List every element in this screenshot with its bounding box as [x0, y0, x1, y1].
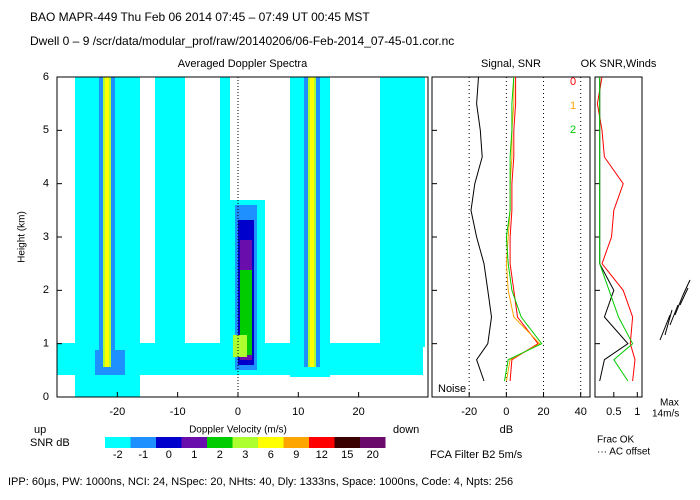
colorbar-tick-label: 9	[293, 449, 299, 461]
x-axis-label: dB	[500, 424, 513, 436]
colorbar-swatch	[181, 437, 207, 448]
colorbar-tick-label: 12	[316, 449, 328, 461]
colorbar-swatch	[156, 437, 182, 448]
x-tick-label: 0	[503, 406, 509, 418]
plot-frame	[431, 76, 591, 398]
profile-line	[504, 76, 543, 382]
profile-line	[599, 77, 634, 382]
colorbar-swatch	[334, 437, 360, 448]
x-axis-label: Doppler Velocity (m/s)	[189, 425, 287, 436]
y-tick-label: 5	[43, 124, 49, 136]
y-tick-label: 1	[43, 338, 49, 350]
x-tick-label: 0	[235, 406, 241, 418]
colorbar-tick-label: -1	[138, 449, 148, 461]
profile-line	[509, 77, 539, 382]
filter-note: FCA Filter B2 5m/s	[430, 449, 523, 461]
colorbar-tick-label: 2	[217, 449, 223, 461]
colorbar-swatch	[283, 437, 309, 448]
plot-frame	[594, 76, 643, 398]
x-tick-label: 40	[575, 406, 587, 418]
colorbar-tick-label: 1	[191, 449, 197, 461]
x-tick-label: -10	[170, 406, 186, 418]
x-tick-label: -20	[109, 406, 125, 418]
header-line: Dwell 0 – 9 /scr/data/modular_prof/raw/2…	[30, 34, 454, 48]
y-tick-label: 6	[43, 71, 49, 83]
profile-line	[599, 77, 629, 382]
colorbar-tick-label: 15	[341, 449, 353, 461]
legend-entry: 2	[570, 124, 576, 136]
annotation: ··· AC offset	[597, 447, 650, 458]
profile-line	[470, 76, 493, 382]
colorbar-tick-label: 3	[242, 449, 248, 461]
colorbar-swatch	[207, 437, 233, 448]
footer: IPP: 60μs, PW: 1000ns, NCI: 24, NSpec: 2…	[8, 476, 513, 488]
y-tick-label: 4	[43, 178, 49, 190]
x-tick-label: 0.5	[606, 406, 621, 418]
colorbar-tick-label: 0	[166, 449, 172, 461]
colorbar-swatch	[232, 437, 258, 448]
colorbar-tick-label: 20	[367, 449, 379, 461]
annotation: Noise	[438, 383, 466, 395]
x-tick-label: -20	[461, 406, 477, 418]
y-axis-label: Height (km)	[17, 211, 28, 263]
x-tick-label: 10	[292, 406, 304, 418]
y-tick-label: 2	[43, 284, 49, 296]
legend-entry: 0	[570, 76, 576, 88]
annotation: Max	[660, 398, 679, 409]
x-tick-label: 20	[353, 406, 365, 418]
colorbar-tick-label: 6	[268, 449, 274, 461]
y-tick-label: 0	[43, 391, 49, 403]
panel-title: Averaged Doppler Spectra	[178, 58, 308, 70]
spectra-image	[57, 77, 425, 397]
panel-title: OK SNR,Winds	[581, 58, 657, 70]
end-label: up	[34, 424, 46, 436]
x-tick-label: 20	[537, 406, 549, 418]
legend-entry: 1	[570, 100, 576, 112]
y-tick-label: 3	[43, 231, 49, 243]
profile-line	[596, 76, 636, 382]
end-label: down	[393, 424, 419, 436]
colorbar-swatch	[360, 437, 386, 448]
x-tick-label: 1	[634, 406, 640, 418]
panel-title: Signal, SNR	[481, 58, 541, 70]
header-line: BAO MAPR-449 Thu Feb 06 2014 07:45 – 07:…	[30, 10, 370, 24]
colorbar-swatch	[105, 437, 131, 448]
colorbar-swatch	[258, 437, 284, 448]
colorbar-label: SNR dB	[30, 437, 70, 449]
colorbar-swatch	[130, 437, 156, 448]
annotation: Frac OK	[597, 435, 635, 446]
annotation: 14m/s	[652, 409, 679, 420]
colorbar-tick-label: -2	[113, 449, 123, 461]
colorbar-swatch	[309, 437, 335, 448]
wind-barbs	[659, 279, 691, 341]
